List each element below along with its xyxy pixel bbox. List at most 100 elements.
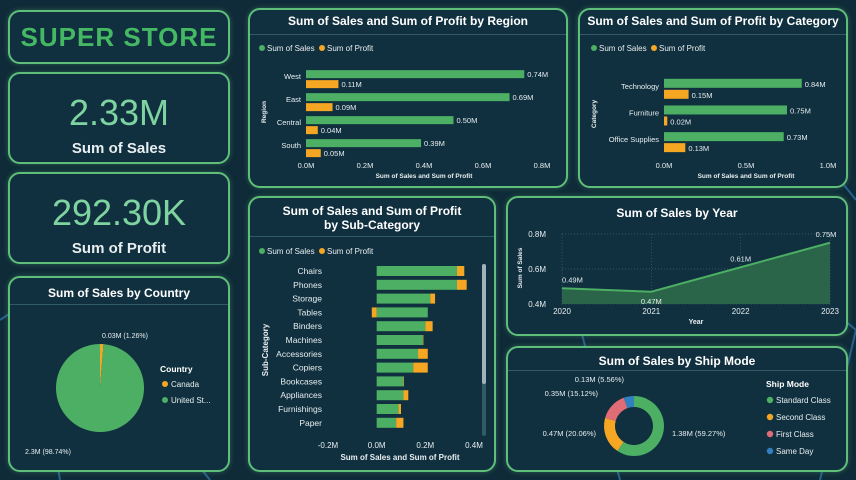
profit-bar [664, 116, 668, 126]
data-label: 0.35M (15.12%) [545, 389, 599, 398]
sales-bar [376, 335, 423, 345]
profit-data-label: 0.11M [341, 80, 361, 89]
category-label: East [286, 95, 302, 104]
legend-marker [766, 430, 774, 438]
chart-title: Sum of Sales and Sum of Profit by Sub-Ca… [282, 204, 462, 232]
profit-bar [403, 390, 409, 401]
legend-marker-sales [259, 45, 265, 51]
sales-bar [376, 362, 414, 373]
x-axis-title: Sum of Sales and Sum of Profit [698, 173, 796, 180]
sales-data-label: 0.50M [457, 116, 478, 125]
sales-bar [306, 139, 422, 148]
sales-data-label: 0.39M [424, 139, 445, 148]
profit-data-label: 0.09M [336, 103, 357, 112]
sales-bar [306, 93, 510, 102]
legend-label-sales: Sum of Sales [599, 44, 647, 53]
profit-bar [425, 321, 433, 332]
category-label: Binders [293, 321, 322, 331]
x-tick-label: 1.0M [820, 161, 837, 170]
legend-marker-profit [651, 45, 657, 51]
y-axis-title: Region [261, 101, 268, 123]
legend-label-profit: Sum of Profit [659, 44, 706, 53]
legend-marker-sales [259, 248, 265, 254]
x-tick-label: 0.5M [738, 161, 755, 170]
chart-title: Sum of Sales and Sum of Profit by Region [287, 14, 529, 28]
donut-slice [605, 397, 628, 421]
sales-bar [376, 321, 426, 332]
area-fill [562, 242, 830, 304]
chart-title: Sum of Sales by Ship Mode [598, 354, 756, 368]
x-tick-label: 2022 [732, 307, 750, 316]
legend-marker-profit [319, 248, 325, 254]
category-label: Tables [297, 307, 322, 317]
sales-data-label: 0.84M [805, 80, 826, 89]
legend-marker [766, 447, 774, 455]
data-label: 0.49M [562, 275, 583, 284]
category-label: Chairs [297, 266, 322, 276]
kpi-label: Sum of Profit [71, 240, 167, 257]
x-tick-label: 0.8M [534, 161, 551, 170]
kpi-label: Sum of Sales [71, 140, 167, 157]
data-label: 0.13M (5.56%) [575, 375, 625, 384]
scrollbar-thumb[interactable] [482, 264, 486, 384]
chart-title: Sum of Sales by Year [616, 206, 738, 220]
category-label: Central [277, 118, 302, 127]
legend-marker-profit [319, 45, 325, 51]
subcategory-card[interactable]: Sum of Sales and Sum of Profit by Sub-Ca… [248, 196, 496, 472]
donut-slice [617, 396, 664, 456]
data-label: 2.3M (98.74%) [25, 449, 71, 456]
x-tick-label: 0.2M [357, 161, 374, 170]
region-bar-chart[interactable]: Sum of Sales Sum of Profit 0.0M 0.2M 0.4M 0.6… [250, 36, 566, 186]
category-card[interactable]: Sum of Sales and Sum of Profit by Catego… [578, 8, 848, 188]
legend-label: Canada [171, 380, 200, 389]
shipmode-card[interactable]: Sum of Sales by Ship Mode 1.38M (59.27%)… [506, 346, 848, 472]
y-tick-label: 0.4M [528, 300, 546, 309]
profit-data-label: 0.15M [692, 91, 713, 100]
category-bar-chart[interactable]: Sum of Sales Sum of Profit 0.0M 0.5M 1.0M Sum… [580, 36, 846, 186]
sales-bar [664, 132, 784, 142]
kpi-card-profit: 292.30K Sum of Profit [8, 172, 230, 264]
kpi-value: 2.33M [68, 92, 170, 133]
profit-bar [306, 80, 339, 89]
year-area-chart[interactable]: 0.4M 0.6M 0.8M 2020 2021 2022 2023 Year Sum of S… [508, 222, 846, 334]
legend-label: United St... [171, 396, 211, 405]
profit-bar [430, 293, 436, 304]
x-tick-label: 0.4M [416, 161, 433, 170]
data-label: 0.61M [730, 254, 751, 263]
legend-label: Same Day [776, 447, 813, 456]
profit-data-label: 0.02M [670, 117, 691, 126]
x-axis-title: Year [689, 319, 704, 326]
category-label: Office Supplies [609, 135, 660, 144]
region-card[interactable]: Sum of Sales and Sum of Profit by Region… [248, 8, 568, 188]
x-tick-label: 0.6M [475, 161, 492, 170]
shipmode-donut-chart[interactable]: 1.38M (59.27%) 0.47M (20.06%) 0.35M (15.12… [508, 372, 846, 472]
legend-title: Country [160, 364, 193, 374]
x-tick-label: 0.0M [656, 161, 673, 170]
data-label: 0.47M [641, 297, 662, 306]
sales-bar [306, 116, 454, 125]
profit-bar [403, 376, 404, 387]
country-pie-chart[interactable]: 0.03M (1.26%) 2.3M (98.74%) Country Canada U… [10, 302, 228, 472]
sales-bar [376, 417, 397, 428]
profit-bar [456, 266, 465, 276]
legend-label-sales: Sum of Sales [267, 247, 315, 256]
sales-line [561, 241, 831, 293]
profit-bar [398, 404, 401, 414]
country-card[interactable]: Sum of Sales by Country 0.03M (1.26%) 2.3… [8, 276, 230, 472]
x-tick-label: 0.2M [416, 441, 434, 450]
data-label: 0.03M (1.26%) [102, 333, 148, 340]
profit-bar [396, 417, 404, 428]
y-tick-label: 0.6M [528, 265, 546, 274]
sales-bar [376, 348, 419, 359]
subcategory-bar-chart[interactable]: Sum of Sales Sum of Profit -0.2M 0.0M 0.2M 0.… [250, 238, 494, 470]
sales-data-label: 0.74M [527, 70, 548, 79]
profit-bar [456, 279, 467, 290]
donut-slice [623, 396, 634, 409]
year-card[interactable]: Sum of Sales by Year 0.4M 0.6M 0.8M 2020 202… [506, 196, 848, 336]
sales-bar [376, 404, 399, 414]
sales-data-label: 0.73M [787, 133, 808, 142]
y-axis-title: Sum of Sales [517, 247, 524, 288]
x-axis-title: Sum of Sales and Sum of Profit [376, 173, 474, 180]
profit-bar [664, 143, 686, 153]
category-label: Technology [621, 82, 659, 91]
